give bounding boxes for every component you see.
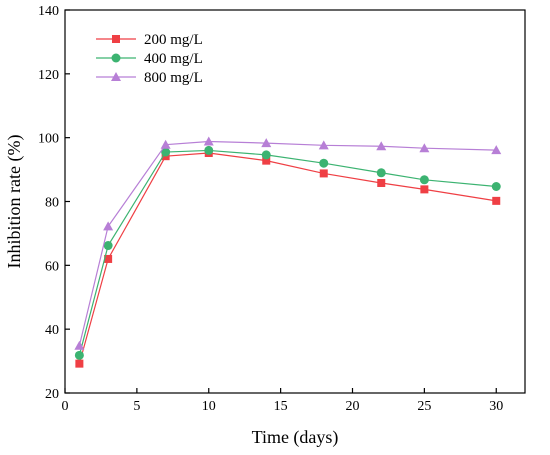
data-point: [419, 143, 430, 153]
data-point: [491, 145, 502, 155]
data-point: [420, 185, 429, 194]
data-point: [74, 340, 85, 350]
axes: 0 5 10 15 20 25 30 20 40 60 80 100 120 140: [38, 4, 526, 414]
series-2: [74, 145, 501, 360]
x-tick-label: 0: [62, 399, 69, 414]
data-point: [261, 150, 271, 160]
series-line: [78, 149, 497, 356]
y-tick-label: 80: [45, 196, 59, 211]
legend-item: 200 mg/L: [96, 32, 203, 48]
data-point: [261, 138, 272, 148]
legend-item: 400 mg/L: [96, 51, 203, 67]
x-tick-label: 20: [346, 399, 360, 414]
series-3: [74, 136, 502, 350]
data-point: [377, 178, 386, 187]
data-point: [74, 350, 84, 360]
data-point: [104, 254, 113, 263]
x-axis-title: Time (days): [252, 427, 339, 448]
y-tick-label: 140: [38, 4, 59, 19]
data-point: [160, 139, 171, 149]
series-layer: [74, 136, 502, 368]
data-point: [262, 156, 271, 165]
legend-label: 200 mg/L: [144, 32, 203, 48]
data-point: [376, 168, 386, 178]
data-point: [103, 241, 113, 251]
data-point: [319, 158, 329, 168]
legend-label: 400 mg/L: [144, 51, 203, 67]
y-tick-label: 20: [45, 387, 59, 402]
data-point: [376, 141, 387, 151]
y-tick-label: 100: [38, 132, 59, 147]
series-line: [78, 152, 497, 364]
data-point: [491, 181, 501, 191]
data-point: [492, 196, 501, 205]
legend-marker: [111, 53, 121, 63]
x-tick-label: 30: [489, 399, 503, 414]
legend-marker: [112, 35, 120, 43]
data-point: [103, 221, 114, 231]
x-tick-label: 5: [133, 399, 140, 414]
y-axis-title: Inhibition rate (%): [4, 135, 25, 269]
plot-frame: [64, 9, 526, 394]
y-tick-label: 60: [45, 259, 59, 274]
legend-item: 800 mg/L: [96, 70, 203, 86]
x-tick-label: 10: [202, 399, 216, 414]
legend-label: 800 mg/L: [144, 70, 203, 86]
data-point: [161, 147, 171, 157]
data-point: [319, 169, 328, 178]
x-tick-label: 15: [274, 399, 288, 414]
data-point: [203, 136, 214, 146]
series-line: [78, 140, 497, 346]
x-tick-label: 25: [417, 399, 431, 414]
y-tick-label: 40: [45, 323, 59, 338]
data-point: [419, 175, 429, 185]
data-point: [204, 145, 214, 155]
y-tick-label: 120: [38, 68, 59, 83]
legend: 200 mg/L 400 mg/L 800 mg/L: [96, 32, 203, 86]
data-point: [318, 140, 329, 150]
data-point: [75, 359, 84, 368]
legend-marker: [111, 72, 121, 81]
